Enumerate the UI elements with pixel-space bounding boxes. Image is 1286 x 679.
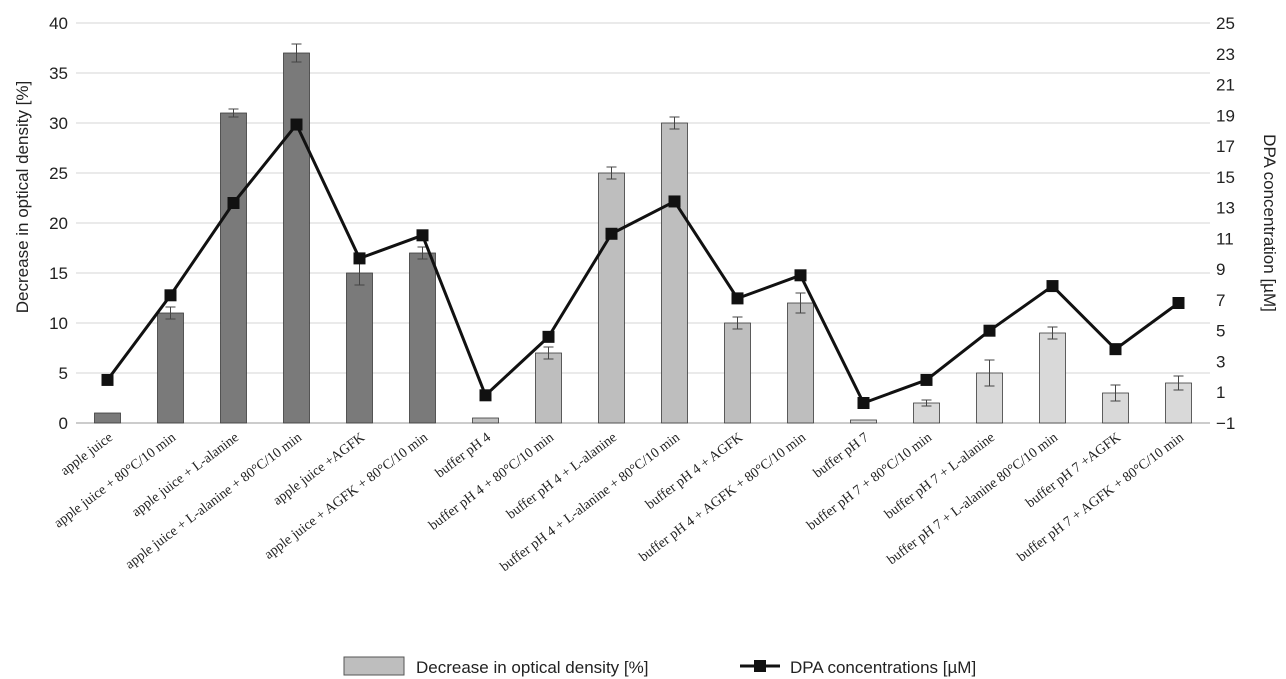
category-label: buffer pH 4 + L-alanine: [504, 430, 620, 522]
y2-tick-label: 19: [1216, 106, 1235, 125]
dpa-marker: [102, 374, 114, 386]
legend-line-marker: [754, 660, 766, 672]
y2-tick-label: 21: [1216, 76, 1235, 95]
legend-line-label: DPA concentrations [µM]: [790, 658, 976, 677]
y-tick-label: 35: [49, 64, 68, 83]
y-tick-label: 5: [59, 364, 68, 383]
dpa-marker: [417, 229, 429, 241]
bar: [599, 173, 625, 423]
y-tick-label: 10: [49, 314, 68, 333]
bar: [473, 418, 499, 423]
dpa-line: [108, 125, 1179, 403]
y2-tick-label: 7: [1216, 291, 1225, 310]
dpa-marker: [984, 325, 996, 337]
dpa-marker: [291, 119, 303, 131]
y2-tick-label: 23: [1216, 45, 1235, 64]
dpa-marker: [543, 331, 555, 343]
legend-bar-label: Decrease in optical density [%]: [416, 658, 648, 677]
category-label: buffer pH 7 + L-alanine: [882, 430, 998, 522]
bar: [347, 273, 373, 423]
dpa-marker: [354, 252, 366, 264]
bar: [284, 53, 310, 423]
bar: [725, 323, 751, 423]
dpa-marker: [1110, 343, 1122, 355]
bar: [662, 123, 688, 423]
dpa-marker: [858, 397, 870, 409]
y2-tick-label: 9: [1216, 260, 1225, 279]
legend: Decrease in optical density [%] DPA conc…: [344, 657, 976, 677]
category-label: buffer pH 4: [433, 430, 494, 481]
y2-tick-label: 25: [1216, 14, 1235, 33]
y-tick-label: 20: [49, 214, 68, 233]
y2-tick-label: 17: [1216, 137, 1235, 156]
category-label: apple juice + L-alanine: [129, 430, 242, 520]
category-label: buffer pH 4 + 80°C/10 min: [426, 430, 556, 533]
category-label: apple juice + 80°C/10 min: [52, 430, 179, 531]
y-tick-label: 15: [49, 264, 68, 283]
line-series: [102, 119, 1185, 409]
y-tick-label: 40: [49, 14, 68, 33]
y-tick-label: 0: [59, 414, 68, 433]
y2-tick-label: 1: [1216, 383, 1225, 402]
y2-tick-label: 11: [1216, 229, 1234, 248]
dpa-marker: [921, 374, 933, 386]
bar: [95, 413, 121, 423]
left-axis: 0 5 10 15 20 25 30 35 40: [49, 14, 68, 433]
dpa-marker: [1173, 297, 1185, 309]
category-label: buffer pH 7: [811, 430, 872, 481]
dpa-marker: [1047, 280, 1059, 292]
dpa-marker: [606, 228, 618, 240]
y2-tick-label: 3: [1216, 352, 1225, 371]
dpa-marker: [480, 389, 492, 401]
category-label: apple juice: [58, 430, 116, 479]
legend-bar-swatch: [344, 657, 404, 675]
bar: [158, 313, 184, 423]
bar: [536, 353, 562, 423]
dpa-marker: [669, 195, 681, 207]
y2-tick-label: −1: [1216, 414, 1235, 433]
dpa-marker: [732, 292, 744, 304]
y2-tick-label: 13: [1216, 199, 1235, 218]
bar: [1040, 333, 1066, 423]
y2-tick-label: 5: [1216, 322, 1225, 341]
y-tick-label: 30: [49, 114, 68, 133]
bar: [221, 113, 247, 423]
y2-tick-label: 15: [1216, 168, 1235, 187]
bar: [410, 253, 436, 423]
dpa-marker: [228, 197, 240, 209]
bar: [851, 420, 877, 423]
dpa-marker: [165, 289, 177, 301]
y-tick-label: 25: [49, 164, 68, 183]
bar: [788, 303, 814, 423]
dpa-marker: [795, 269, 807, 281]
y2-axis-title: DPA concentration [µM]: [1260, 134, 1279, 312]
y-axis-title: Decrease in optical density [%]: [13, 81, 32, 313]
category-label: buffer pH 7 + 80°C/10 min: [804, 430, 934, 533]
bar-series: [95, 53, 1192, 423]
